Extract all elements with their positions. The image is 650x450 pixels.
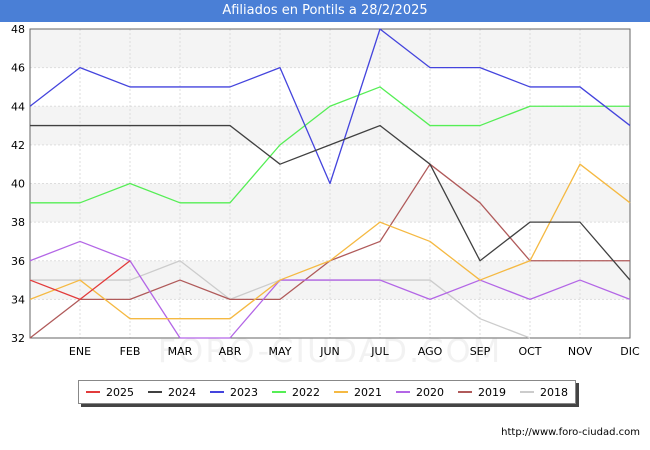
y-tick-label: 40 — [11, 178, 25, 191]
legend-swatch — [458, 391, 472, 393]
legend-swatch — [396, 391, 410, 393]
x-tick-label: JUN — [319, 345, 340, 358]
series-line-2022 — [30, 86, 630, 204]
legend-item-2022: 2022 — [272, 386, 320, 399]
legend-item-2023: 2023 — [210, 386, 258, 399]
legend-swatch — [520, 391, 534, 393]
x-tick-label: DIC — [620, 345, 640, 358]
y-tick-label: 36 — [11, 255, 25, 268]
legend-label: 2024 — [168, 385, 196, 399]
series-line-2021 — [29, 163, 631, 320]
x-tick-label: SEP — [470, 345, 491, 358]
legend-item-2024: 2024 — [148, 386, 196, 399]
legend-label: 2021 — [354, 385, 382, 399]
x-tick-label: MAR — [168, 345, 193, 358]
legend-swatch — [148, 391, 162, 393]
series-line-2023 — [29, 28, 631, 185]
y-tick-label: 48 — [11, 23, 25, 36]
legend-item-2025: 2025 — [86, 386, 134, 399]
y-tick-label: 34 — [11, 293, 25, 306]
x-tick-label: AGO — [418, 345, 443, 358]
x-tick-label: ABR — [219, 345, 242, 358]
chart-title: Afiliados en Pontils a 28/2/2025 — [0, 0, 650, 22]
chart-legend: 2025 2024 2023 2022 2021 2020 2019 2018 — [78, 380, 576, 404]
series-line-2024 — [30, 124, 631, 281]
x-tick-label: JUL — [370, 345, 389, 358]
source-credit: http://www.foro-ciudad.com — [501, 427, 640, 438]
y-tick-label: 46 — [11, 62, 25, 75]
legend-swatch — [86, 391, 100, 393]
legend-label: 2022 — [292, 385, 320, 399]
legend-item-2018: 2018 — [520, 386, 568, 399]
series-line-2025 — [29, 260, 131, 301]
legend-item-2019: 2019 — [458, 386, 506, 399]
legend-swatch — [334, 391, 348, 393]
y-tick-label: 42 — [11, 139, 25, 152]
legend-item-2021: 2021 — [334, 386, 382, 399]
x-tick-label: NOV — [568, 345, 593, 358]
legend-swatch — [272, 391, 286, 393]
plot-border — [29, 28, 631, 339]
x-tick-label: MAY — [269, 345, 292, 358]
legend-swatch — [210, 391, 224, 393]
y-tick-label: 38 — [11, 216, 25, 229]
y-tick-label: 32 — [11, 332, 25, 345]
x-tick-label: FEB — [120, 345, 141, 358]
legend-label: 2023 — [230, 385, 258, 399]
y-tick-label: 44 — [11, 100, 25, 113]
legend-label: 2025 — [106, 385, 134, 399]
x-tick-label: OCT — [518, 345, 541, 358]
legend-label: 2019 — [478, 385, 506, 399]
legend-label: 2020 — [416, 385, 444, 399]
x-tick-label: ENE — [69, 345, 91, 358]
legend-label: 2018 — [540, 385, 568, 399]
legend-item-2020: 2020 — [396, 386, 444, 399]
